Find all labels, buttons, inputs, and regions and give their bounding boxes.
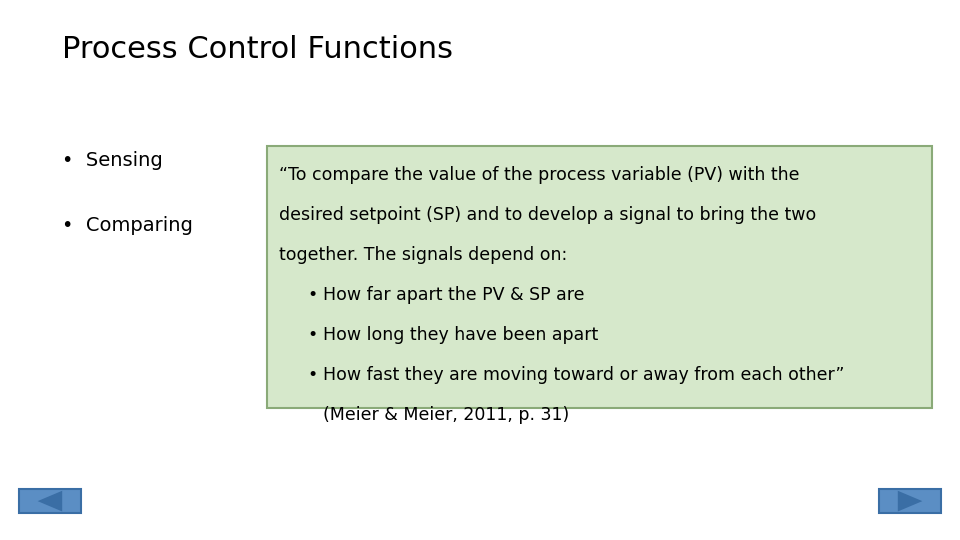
Text: desired setpoint (SP) and to develop a signal to bring the two: desired setpoint (SP) and to develop a s… [279, 206, 817, 224]
Text: Process Control Functions: Process Control Functions [62, 35, 453, 64]
Text: How long they have been apart: How long they have been apart [323, 326, 598, 344]
Polygon shape [37, 491, 62, 511]
Polygon shape [898, 491, 923, 511]
Text: How far apart the PV & SP are: How far apart the PV & SP are [323, 286, 584, 304]
Text: •  Comparing: • Comparing [62, 216, 193, 235]
FancyBboxPatch shape [879, 489, 941, 513]
FancyBboxPatch shape [267, 146, 932, 408]
Text: How fast they are moving toward or away from each other”: How fast they are moving toward or away … [323, 366, 844, 384]
FancyBboxPatch shape [19, 489, 81, 513]
Text: •: • [307, 326, 318, 344]
Text: (Meier & Meier, 2011, p. 31): (Meier & Meier, 2011, p. 31) [323, 406, 569, 424]
Text: •: • [307, 366, 318, 384]
Text: •  Sensing: • Sensing [62, 151, 163, 170]
Text: •: • [307, 286, 318, 304]
Text: together. The signals depend on:: together. The signals depend on: [279, 246, 567, 264]
Text: “To compare the value of the process variable (PV) with the: “To compare the value of the process var… [279, 166, 800, 184]
